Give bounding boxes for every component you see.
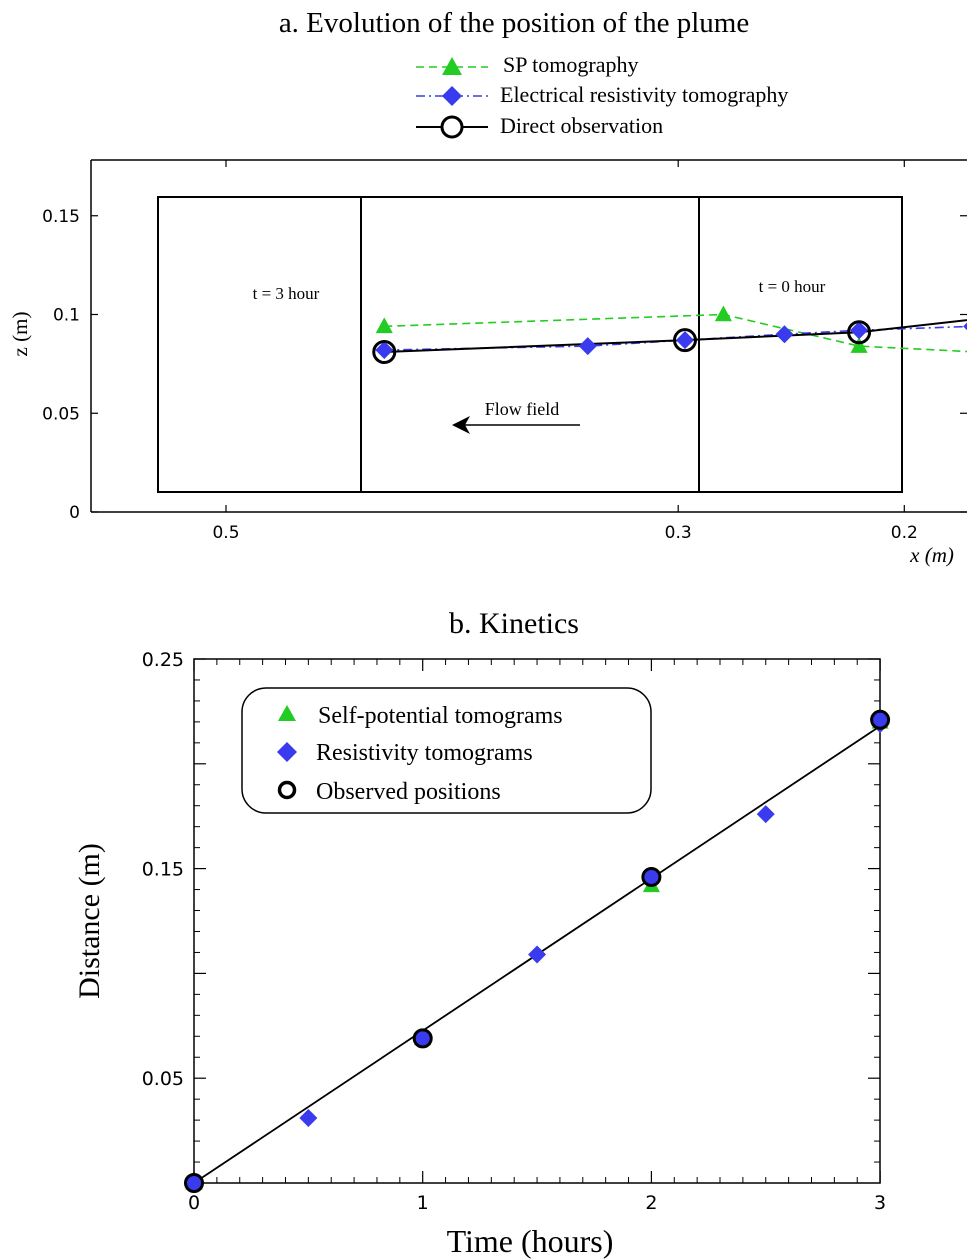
legend-b-circle-icon <box>277 780 297 800</box>
y-tick-label: 0.05 <box>42 404 80 424</box>
x-tick-label: 0 <box>188 1192 200 1214</box>
series-line <box>384 319 967 354</box>
y-tick-label: 0.1 <box>53 306 80 326</box>
y-tick-label: 0.15 <box>42 207 80 227</box>
panel-a-xlabel: x (m) <box>909 543 954 567</box>
legend-obs-label: Direct observation <box>500 113 663 138</box>
y-tick-label: 0.05 <box>142 1068 184 1090</box>
data-point <box>528 945 547 964</box>
data-point <box>375 341 394 360</box>
data-point <box>847 320 872 345</box>
data-point <box>850 321 869 340</box>
panel-b: b. Kinetics 0 1 2 3 0.05 0.15 0.25 Self-potent… <box>73 607 891 1259</box>
data-point <box>775 325 794 344</box>
panel-b-legend-box <box>241 687 652 814</box>
x-tick-label: 1 <box>417 1192 429 1214</box>
data-point <box>672 328 697 353</box>
data-point <box>756 805 775 824</box>
panel-a-title: a. Evolution of the position of the plum… <box>279 7 749 39</box>
annotation-t-start: t = 3 hour <box>253 284 320 303</box>
data-point <box>675 331 694 350</box>
panel-a-ylabel: z (m) <box>8 312 32 357</box>
panel-a-ticks: 0.50.30.20.100.050.10.15 <box>42 160 967 543</box>
data-point <box>641 866 662 887</box>
legend-b-res-label: Resistivity tomograms <box>316 740 533 766</box>
y-tick-label: 0.25 <box>142 649 184 671</box>
panel-a: a. Evolution of the position of the plum… <box>8 7 967 567</box>
panel-b-xlabel: Time (hours) <box>447 1223 614 1259</box>
legend-b-triangle-icon <box>278 705 296 721</box>
tank-outline <box>157 196 903 493</box>
x-tick-label: 3 <box>874 1192 886 1214</box>
data-point <box>372 340 397 365</box>
flow-arrow-head-icon <box>452 416 470 434</box>
data-point <box>299 1109 318 1128</box>
y-tick-label: 0.15 <box>142 859 184 881</box>
data-point <box>375 317 393 334</box>
legend-b-sp-label: Self-potential tomograms <box>318 703 563 729</box>
panel-b-series <box>184 709 891 1193</box>
panel-a-series <box>372 305 967 365</box>
legend-ert-label: Electrical resistivity tomography <box>500 82 788 107</box>
panel-b-ticks: 0 1 2 3 0.05 0.15 0.25 <box>142 649 886 1214</box>
legend-sp-label: SP tomography <box>503 52 638 77</box>
annotation-t-end: t = 0 hour <box>759 277 826 296</box>
legend-b-obs-label: Observed positions <box>316 779 501 805</box>
data-point <box>850 337 868 353</box>
x-tick-label: 0.5 <box>212 523 239 543</box>
data-point <box>714 305 732 322</box>
data-point <box>578 337 597 356</box>
x-tick-label: 0.3 <box>665 523 692 543</box>
legend-b-diamond-icon <box>277 742 297 762</box>
panel-b-legend: Self-potential tomograms Resistivity tom… <box>241 687 652 814</box>
series-line <box>384 313 967 353</box>
panel-a-legend: SP tomography Electrical resistivity tom… <box>416 52 788 139</box>
legend-sp-triangle-icon <box>442 57 462 75</box>
x-tick-label: 0.2 <box>891 523 918 543</box>
legend-ert-diamond-icon <box>442 86 462 106</box>
data-point <box>963 322 967 331</box>
x-tick-label: 2 <box>645 1192 657 1214</box>
legend-obs-circle-icon <box>440 115 464 139</box>
data-point <box>184 1173 204 1193</box>
panel-b-title: b. Kinetics <box>449 607 579 640</box>
panel-b-ylabel: Distance (m) <box>73 843 106 999</box>
annotation-flow: Flow field <box>485 399 560 419</box>
y-tick-label: 0 <box>69 503 80 523</box>
data-point <box>870 709 891 730</box>
data-point <box>412 1028 433 1049</box>
